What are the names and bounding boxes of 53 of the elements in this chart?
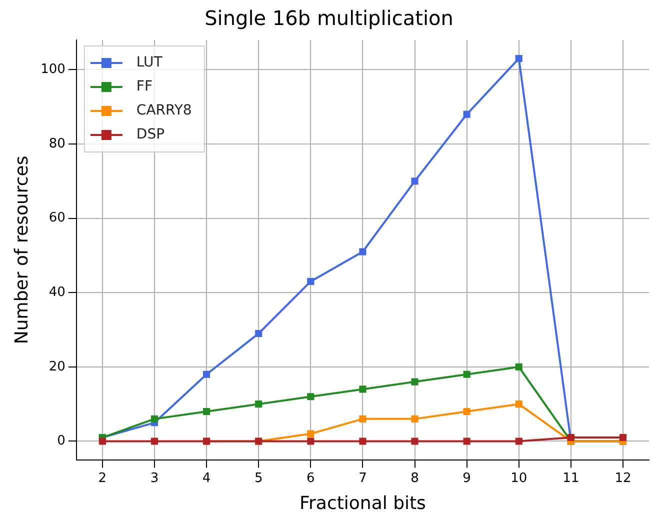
y-axis-title: Number of resources [11,156,32,344]
point [98,438,106,445]
point [567,434,574,442]
x-tick-label: 8 [410,470,419,486]
point [463,408,470,416]
point [307,393,314,400]
point [307,438,314,445]
y-tick-label: 0 [57,434,66,449]
point [515,438,522,445]
point [463,110,470,118]
point [463,438,470,445]
x-tick-label: 7 [358,470,367,486]
point [359,438,366,445]
x-tick-label: 4 [202,470,211,486]
x-tick-label: 2 [98,470,107,486]
point [463,370,470,378]
y-tick-label: 20 [48,359,66,374]
point [515,363,522,370]
legend-label: DSP [136,126,165,143]
legend-label: FF [136,78,153,95]
point [307,430,314,438]
x-tick-label: 9 [462,470,471,486]
x-tick-label: 12 [614,470,632,486]
point [411,178,418,185]
point [359,386,366,393]
legend-label: CARRY8 [136,102,192,119]
point [307,278,314,286]
chart-title: Single 16b multiplication [204,6,454,30]
point [515,400,522,408]
point [619,434,627,442]
point [411,438,418,445]
y-tick-label: 40 [48,285,66,300]
x-tick-label: 11 [562,470,580,486]
x-axis-title: Fractional bits [299,492,426,514]
y-tick-label: 60 [48,210,66,226]
y-tick-label: 100 [40,62,66,78]
x-tick-label: 5 [254,470,263,486]
point [150,415,158,422]
point [255,400,262,408]
point [150,438,158,445]
point [515,55,522,62]
point [255,330,262,338]
x-tick-label: 10 [510,470,528,486]
point [203,408,210,416]
point [203,370,210,378]
point [359,415,366,422]
point [411,378,418,386]
point [359,248,366,256]
point [411,415,418,422]
y-tick-label: 80 [48,136,66,152]
x-tick-label: 3 [150,470,159,486]
legend-label: LUT [136,54,163,71]
x-tick-label: 6 [306,470,315,486]
